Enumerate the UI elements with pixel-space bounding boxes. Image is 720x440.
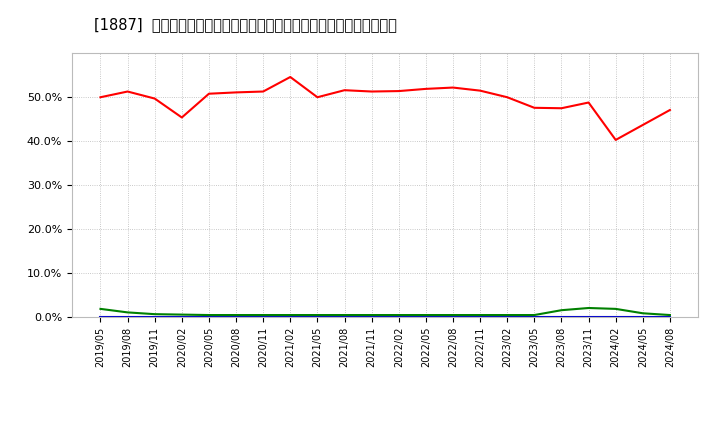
のれん (421, 314, 430, 319)
自己資本 (665, 107, 674, 113)
繰延税金資産 (204, 312, 213, 318)
繰延税金資産 (557, 308, 566, 313)
繰延税金資産 (421, 312, 430, 318)
自己資本 (449, 85, 457, 90)
自己資本 (611, 137, 620, 143)
自己資本 (96, 95, 105, 100)
のれん (259, 314, 268, 319)
のれん (178, 314, 186, 319)
自己資本 (421, 86, 430, 92)
繰延税金資産 (367, 312, 376, 318)
のれん (639, 314, 647, 319)
繰延税金資産 (259, 312, 268, 318)
自己資本 (584, 100, 593, 105)
自己資本 (367, 89, 376, 94)
のれん (530, 314, 539, 319)
繰延税金資産 (611, 306, 620, 312)
繰延税金資産 (341, 312, 349, 318)
繰延税金資産 (449, 312, 457, 318)
のれん (476, 314, 485, 319)
自己資本 (259, 89, 268, 94)
繰延税金資産 (395, 312, 403, 318)
のれん (395, 314, 403, 319)
Line: 繰延税金資産: 繰延税金資産 (101, 308, 670, 315)
繰延税金資産 (96, 306, 105, 312)
繰延税金資産 (123, 310, 132, 315)
自己資本 (313, 95, 322, 100)
のれん (503, 314, 511, 319)
自己資本 (639, 122, 647, 128)
のれん (341, 314, 349, 319)
繰延税金資産 (503, 312, 511, 318)
のれん (584, 314, 593, 319)
Line: 自己資本: 自己資本 (101, 77, 670, 140)
繰延税金資産 (639, 311, 647, 316)
自己資本 (476, 88, 485, 93)
のれん (449, 314, 457, 319)
のれん (367, 314, 376, 319)
のれん (96, 314, 105, 319)
自己資本 (341, 88, 349, 93)
自己資本 (557, 106, 566, 111)
繰延税金資産 (584, 305, 593, 311)
繰延税金資産 (530, 312, 539, 318)
自己資本 (395, 88, 403, 94)
繰延税金資産 (665, 312, 674, 318)
自己資本 (530, 105, 539, 110)
Text: [1887]  自己資本、のれん、繰延税金資産の総資産に対する比率の推移: [1887] 自己資本、のれん、繰延税金資産の総資産に対する比率の推移 (94, 18, 397, 33)
のれん (150, 314, 159, 319)
のれん (204, 314, 213, 319)
自己資本 (503, 95, 511, 100)
自己資本 (286, 74, 294, 80)
繰延税金資産 (313, 312, 322, 318)
繰延税金資産 (476, 312, 485, 318)
のれん (123, 314, 132, 319)
のれん (611, 314, 620, 319)
繰延税金資産 (150, 312, 159, 317)
自己資本 (150, 96, 159, 101)
Legend: 自己資本, のれん, 繰延税金資産: 自己資本, のれん, 繰延税金資産 (238, 434, 532, 440)
繰延税金資産 (286, 312, 294, 318)
自己資本 (204, 91, 213, 96)
のれん (665, 314, 674, 319)
自己資本 (123, 89, 132, 94)
自己資本 (178, 115, 186, 120)
繰延税金資産 (232, 312, 240, 318)
のれん (313, 314, 322, 319)
のれん (286, 314, 294, 319)
のれん (232, 314, 240, 319)
繰延税金資産 (178, 312, 186, 317)
自己資本 (232, 90, 240, 95)
のれん (557, 314, 566, 319)
